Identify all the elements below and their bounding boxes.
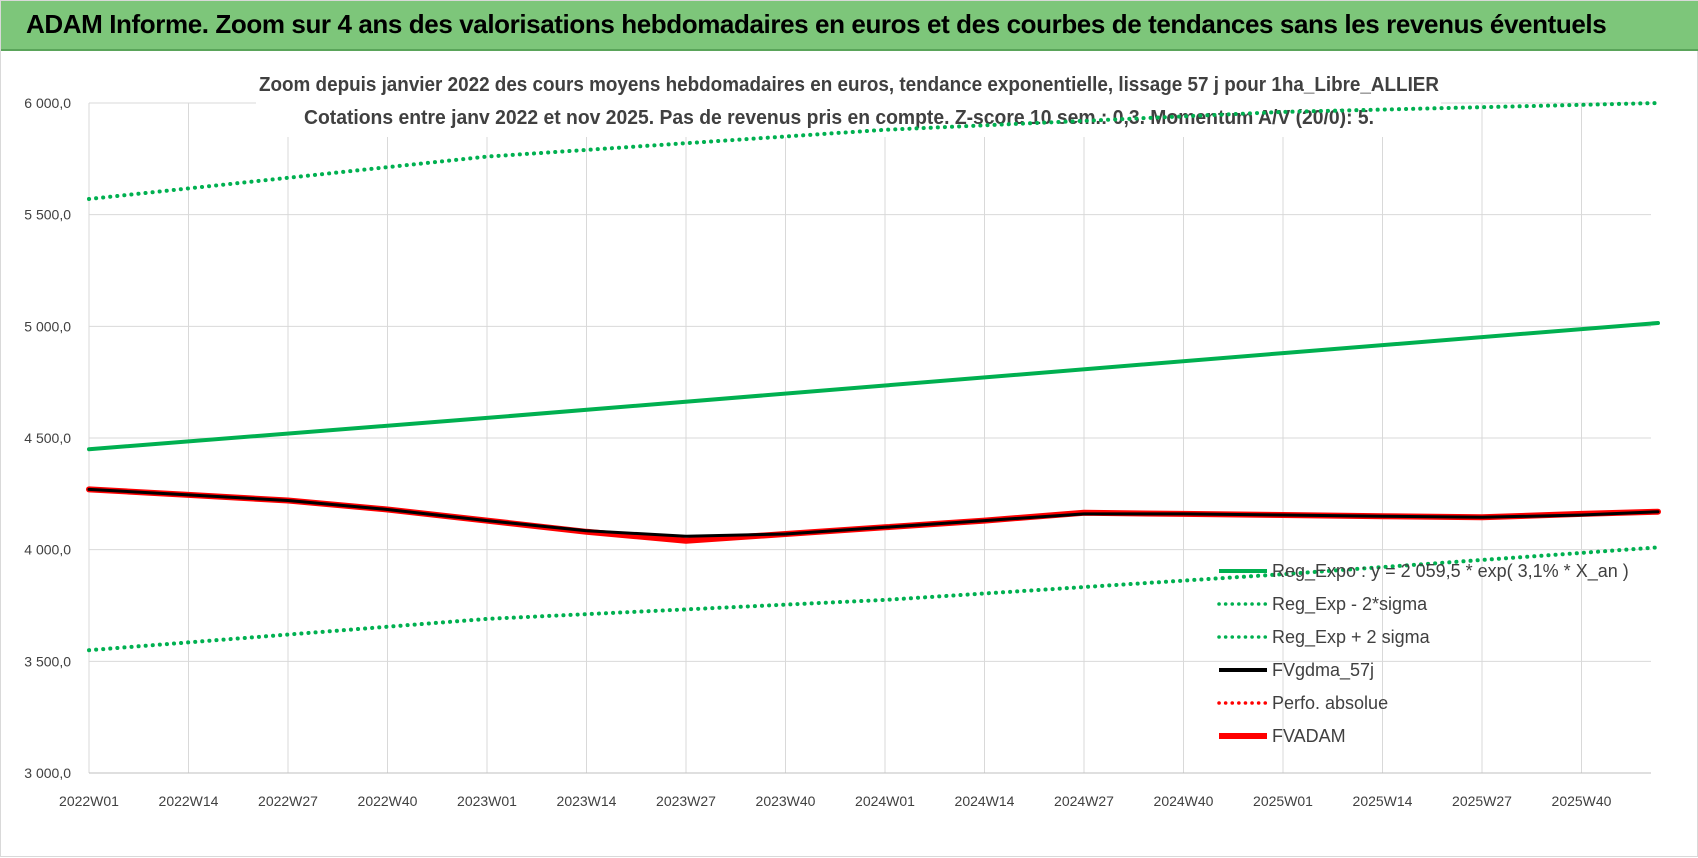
legend-label: Perfo. absolue [1272,693,1388,713]
chart-title-background [256,69,1441,137]
report-title: ADAM Informe. Zoom sur 4 ans des valoris… [26,9,1607,39]
x-tick-label: 2024W27 [1054,793,1114,809]
legend: Reg_Expo : y = 2 059,5 * exp( 3,1% * X_a… [1217,561,1629,746]
series-lines [86,101,1661,653]
x-tick-label: 2022W01 [59,793,119,809]
x-tick-label: 2024W40 [1154,793,1214,809]
y-tick-label: 4 500,0 [24,430,71,446]
x-tick-label: 2025W27 [1452,793,1512,809]
legend-label: Reg_Exp + 2 sigma [1272,627,1431,648]
series-line-0 [87,321,1660,452]
y-axis: 3 000,0 3 500,0 4 000,0 4 500,0 5 000,0 5 500… [24,95,90,781]
y-tick-label: 6 000,0 [24,95,71,111]
legend-label: FVADAM [1272,726,1346,746]
x-tick-label: 2024W01 [855,793,915,809]
series-line-1 [87,545,1660,653]
x-tick-label: 2022W14 [159,793,219,809]
chart-title-line-1: Zoom depuis janvier 2022 des cours moyen… [259,74,1440,96]
x-axis: 2022W01 2022W14 2022W27 2022W40 2023W01 2023W… [59,772,1651,809]
x-tick-label: 2025W40 [1552,793,1612,809]
legend-label: Reg_Exp - 2*sigma [1272,594,1428,615]
x-tick-label: 2023W14 [557,793,617,809]
legend-label: Reg_Expo : y = 2 059,5 * exp( 3,1% * X_a… [1272,561,1629,582]
legend-label: FVgdma_57j [1272,660,1374,681]
x-tick-label: 2023W40 [756,793,816,809]
x-tick-label: 2025W01 [1253,793,1313,809]
x-tick-label: 2022W27 [258,793,318,809]
series-line-5 [86,486,1661,544]
series-line-3 [87,487,1660,538]
x-tick-label: 2024W14 [955,793,1015,809]
report-banner: ADAM Informe. Zoom sur 4 ans des valoris… [1,1,1698,51]
y-tick-label: 5 000,0 [24,318,71,334]
y-tick-label: 4 000,0 [24,542,71,558]
gridlines [88,102,1651,774]
chart-title-line-2: Cotations entre janv 2022 et nov 2025. P… [304,107,1374,129]
y-tick-label: 3 000,0 [24,765,71,781]
y-tick-label: 5 500,0 [24,207,71,223]
series-line-2 [87,101,1660,201]
x-tick-label: 2023W01 [457,793,517,809]
x-tick-label: 2025W14 [1353,793,1413,809]
x-tick-label: 2022W40 [358,793,418,809]
y-tick-label: 3 500,0 [24,653,71,669]
x-tick-label: 2023W27 [656,793,716,809]
